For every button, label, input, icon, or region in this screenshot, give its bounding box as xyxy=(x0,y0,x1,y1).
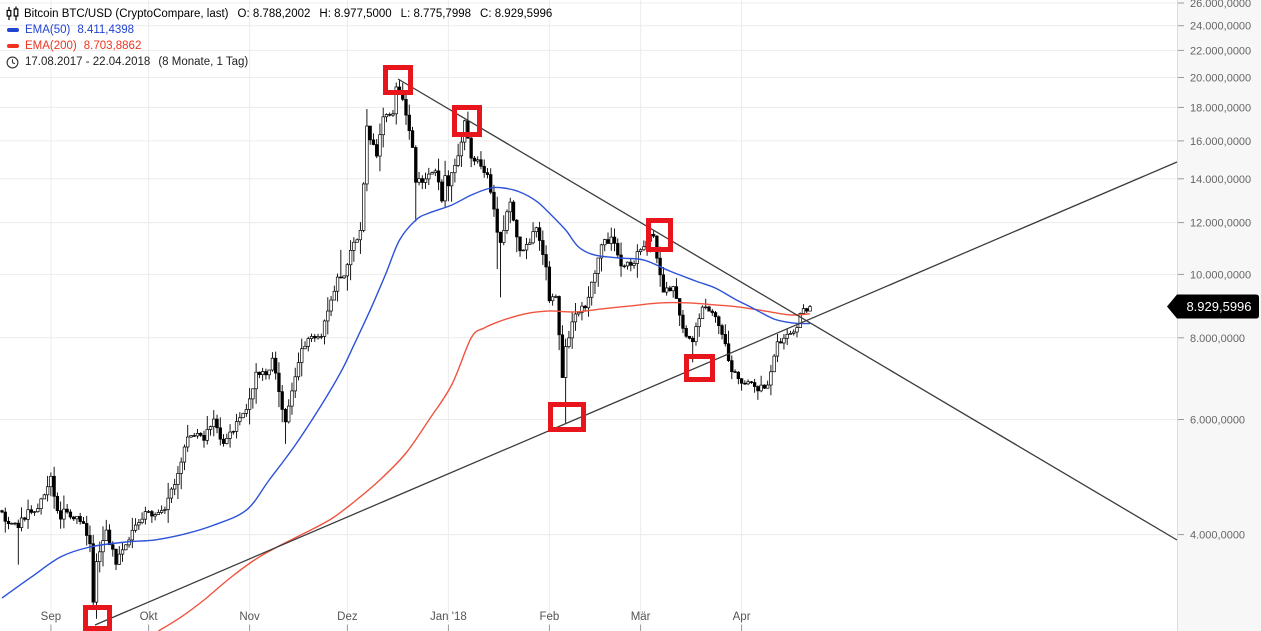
time-axis[interactable]: Sep Okt Nov Dez Jan '18 Feb Mär Apr xyxy=(41,611,751,631)
candlestick-wicks xyxy=(1,79,811,619)
ohlc-low: L: 8.775,7998 xyxy=(400,7,472,20)
ema200-color-swatch xyxy=(7,44,19,48)
annotation-box[interactable] xyxy=(548,402,586,432)
x-axis-label: Okt xyxy=(140,611,159,623)
ema50-label: EMA(50) xyxy=(25,24,71,36)
annotation-box[interactable] xyxy=(452,105,482,137)
period-label: (8 Monate, 1 Tag) xyxy=(158,56,249,68)
x-axis-label: Jan '18 xyxy=(430,611,467,623)
annotation-box[interactable] xyxy=(684,354,715,382)
ema200-line[interactable] xyxy=(158,301,811,631)
x-axis-label: Nov xyxy=(239,611,260,623)
y-axis-label: 10.000,0000 xyxy=(1190,269,1251,281)
y-axis-label: 14.000,0000 xyxy=(1190,174,1251,186)
legend-ema50[interactable]: EMA(50) 8.411,4398 xyxy=(5,22,552,38)
annotation-box[interactable] xyxy=(83,605,112,631)
ohlc-close: C: 8.929,5996 xyxy=(480,7,553,20)
y-axis-label: 8.000,0000 xyxy=(1190,333,1245,345)
annotation-boxes xyxy=(83,65,715,631)
candlestick-chart-icon xyxy=(6,6,19,21)
descending-trendline[interactable] xyxy=(397,78,1178,541)
last-price-tag-value: 8.929,5996 xyxy=(1186,299,1251,314)
annotation-box[interactable] xyxy=(383,65,413,95)
ascending-trendline[interactable] xyxy=(94,161,1178,626)
x-axis-label: Apr xyxy=(733,611,751,623)
ema50-value: 8.411,4398 xyxy=(77,24,135,36)
x-axis-label: Sep xyxy=(41,611,61,623)
date-range: 17.08.2017 - 22.04.2018 xyxy=(25,56,151,68)
y-axis-label: 20.000,0000 xyxy=(1190,73,1251,85)
last-price-tag: 8.929,5996 xyxy=(1167,294,1259,319)
annotation-box[interactable] xyxy=(646,218,673,252)
y-axis-label: 16.000,0000 xyxy=(1190,136,1251,148)
y-axis-label: 22.000,0000 xyxy=(1190,45,1251,57)
y-axis-label: 4.000,0000 xyxy=(1190,530,1245,542)
y-axis-label: 6.000,0000 xyxy=(1190,415,1245,427)
ohlc-open: O: 8.788,2002 xyxy=(237,7,311,20)
x-axis-label: Mär xyxy=(631,611,651,623)
ohlc-high: H: 8.977,5000 xyxy=(319,7,392,20)
legend-ema200[interactable]: EMA(200) 8.703,8862 xyxy=(5,38,552,54)
x-axis-label: Dez xyxy=(337,611,358,623)
y-axis-label: 12.000,0000 xyxy=(1190,218,1251,230)
candlestick-series xyxy=(0,86,812,603)
date-range-row: 17.08.2017 - 22.04.2018 (8 Monate, 1 Tag… xyxy=(5,54,552,70)
x-axis-label: Feb xyxy=(539,611,559,623)
ema200-label: EMA(200) xyxy=(25,40,77,52)
ema50-color-swatch xyxy=(7,28,19,32)
clock-icon xyxy=(6,56,19,68)
y-axis-label: 24.000,0000 xyxy=(1190,21,1251,33)
ema200-value: 8.703,8862 xyxy=(83,40,142,52)
y-axis-label: 26.000,0000 xyxy=(1190,0,1251,10)
y-axis-label: 18.000,0000 xyxy=(1190,102,1251,114)
instrument-title: Bitcoin BTC/USD (CryptoCompare, last) xyxy=(24,7,229,20)
ema50-line[interactable] xyxy=(1,186,811,599)
chart-legend-panel: Bitcoin BTC/USD (CryptoCompare, last) O:… xyxy=(5,5,552,70)
instrument-title-row: Bitcoin BTC/USD (CryptoCompare, last) O:… xyxy=(5,5,552,22)
